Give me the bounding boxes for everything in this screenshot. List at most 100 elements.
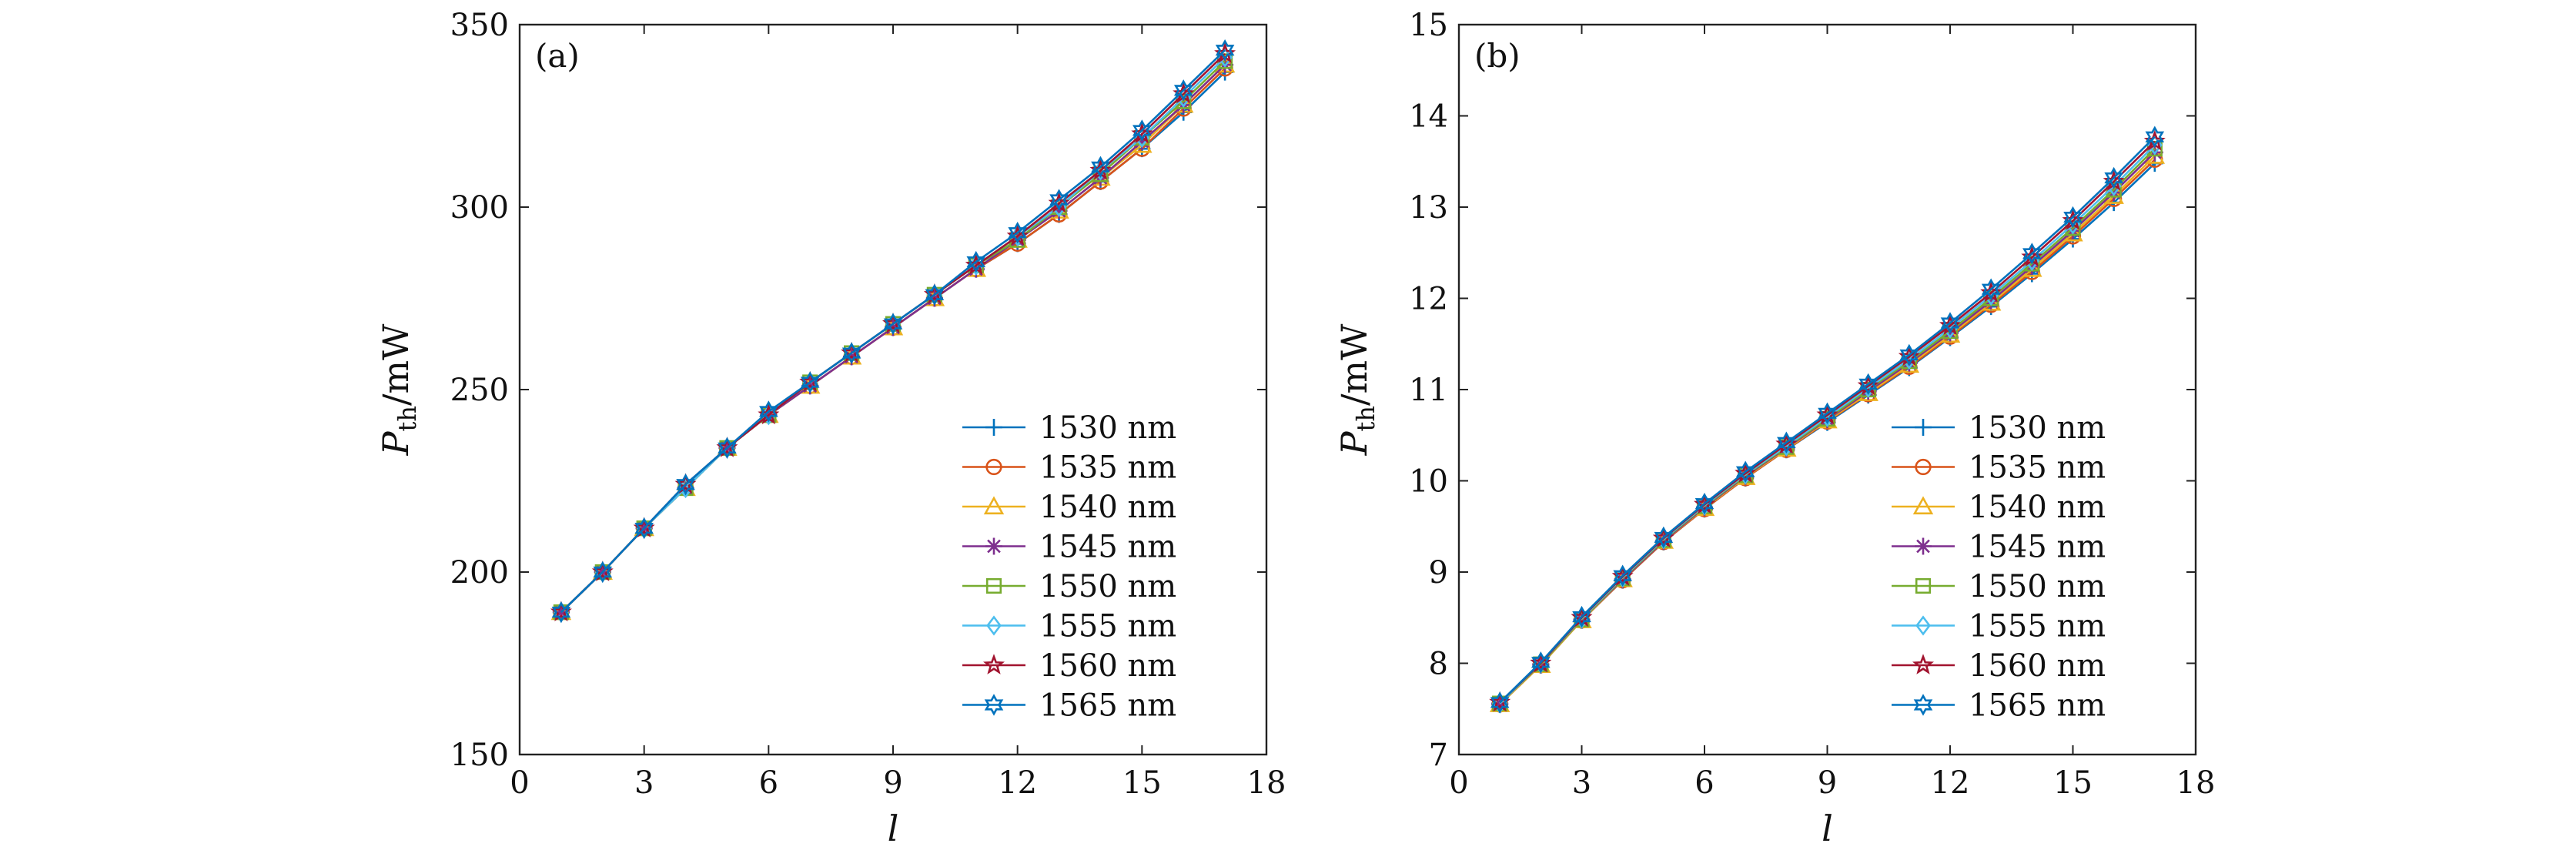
panel-label: (b) bbox=[1474, 37, 1521, 75]
data-point bbox=[634, 517, 654, 540]
y-tick-label: 9 bbox=[1429, 555, 1448, 591]
data-point bbox=[1531, 651, 1551, 674]
y-tick-label: 150 bbox=[450, 738, 509, 773]
y-tick-label: 300 bbox=[450, 190, 509, 226]
y-tick-label: 7 bbox=[1429, 738, 1448, 773]
x-tick-label: 6 bbox=[759, 765, 778, 801]
data-point bbox=[925, 283, 945, 306]
legend-label: 1535 nm bbox=[1039, 450, 1176, 486]
legend-item: 1560 nm bbox=[962, 648, 1176, 684]
data-point bbox=[1049, 189, 1069, 211]
x-tick-label: 12 bbox=[1931, 765, 1970, 801]
data-point bbox=[1981, 278, 2001, 300]
legend-item: 1535 nm bbox=[962, 450, 1176, 486]
y-tick-label: 14 bbox=[1409, 99, 1448, 135]
x-tick-label: 15 bbox=[1122, 765, 1162, 801]
legend-marker bbox=[1915, 577, 1932, 594]
x-tick-label: 0 bbox=[1449, 765, 1468, 801]
y-tick-label: 350 bbox=[450, 8, 509, 43]
legend-item: 1545 nm bbox=[1892, 530, 2106, 565]
legend-item: 1530 nm bbox=[1892, 410, 2106, 446]
x-tick-label: 6 bbox=[1694, 765, 1714, 801]
panel-label: (a) bbox=[535, 37, 580, 75]
legend-marker bbox=[985, 577, 1002, 594]
data-point bbox=[841, 342, 861, 364]
data-point bbox=[1613, 564, 1632, 587]
data-point bbox=[1132, 119, 1152, 142]
data-point bbox=[2104, 166, 2123, 189]
data-point bbox=[1050, 202, 1068, 219]
y-label-unit: /mW bbox=[1333, 323, 1375, 406]
data-point bbox=[1860, 377, 1876, 398]
y-label-sub: th bbox=[393, 406, 422, 431]
legend-marker bbox=[983, 654, 1005, 674]
data-point bbox=[1778, 436, 1795, 457]
series-1565-nm bbox=[1490, 125, 2165, 714]
data-point bbox=[1490, 691, 1510, 714]
data-point bbox=[1654, 526, 1674, 549]
legend-label: 1565 nm bbox=[1969, 688, 2106, 724]
legend-marker bbox=[1915, 419, 1932, 436]
legend: 1530 nm 1535 nm 1540 nm 1545 nm 1550 nm 1555 … bbox=[962, 410, 1176, 724]
chart-panel-b: 0 3 6 9 12 15 18 7 8 9 10 11 12 13 14 15 (b) l Pth/mW 1530 … bbox=[1333, 8, 2215, 849]
data-point bbox=[1572, 605, 1591, 628]
y-tick-label: 8 bbox=[1429, 647, 1448, 682]
legend-label: 1540 nm bbox=[1039, 490, 1176, 525]
data-point bbox=[1735, 460, 1755, 483]
data-point bbox=[2145, 125, 2165, 148]
x-tick-label: 0 bbox=[510, 765, 529, 801]
y-tick-label: 200 bbox=[450, 555, 509, 591]
legend-marker bbox=[1915, 537, 1932, 555]
legend-label: 1560 nm bbox=[1039, 648, 1176, 684]
series-line bbox=[560, 49, 1226, 614]
data-point bbox=[2022, 243, 2042, 265]
y-label-unit: /mW bbox=[375, 323, 417, 406]
data-point bbox=[593, 561, 613, 584]
chart-panel-a: 0 3 6 9 12 15 18 150 200 250 300 350 (a) l Pth/mW 1530 … bbox=[375, 8, 1286, 849]
data-point bbox=[966, 250, 986, 273]
data-point bbox=[1215, 38, 1235, 62]
legend-marker bbox=[985, 537, 1002, 555]
x-tick-label: 15 bbox=[2053, 765, 2093, 801]
legend-item: 1535 nm bbox=[1892, 450, 2106, 486]
legend-label: 1535 nm bbox=[1969, 450, 2106, 486]
y-tick-label: 11 bbox=[1409, 373, 1448, 408]
legend-label: 1530 nm bbox=[1969, 410, 2106, 446]
x-axis-label: l bbox=[888, 808, 899, 849]
data-point bbox=[2023, 258, 2041, 276]
y-axis-label-text: Pth/mW bbox=[1333, 323, 1380, 457]
legend-marker bbox=[1913, 694, 1933, 716]
legend-marker bbox=[983, 496, 1005, 515]
data-point bbox=[1694, 492, 1715, 515]
x-axis-label: l bbox=[1822, 808, 1833, 849]
y-axis-label: Pth/mW bbox=[1333, 323, 1380, 457]
plot-area bbox=[1459, 25, 2196, 755]
data-point bbox=[552, 604, 570, 621]
legend-item: 1555 nm bbox=[1892, 609, 2106, 644]
data-point bbox=[759, 400, 778, 423]
legend-marker bbox=[1912, 654, 1934, 674]
legend-item: 1530 nm bbox=[962, 410, 1176, 446]
legend-label: 1540 nm bbox=[1969, 490, 2106, 525]
axes-frame bbox=[1457, 23, 2197, 756]
data-point bbox=[1858, 373, 1878, 396]
legend-item: 1550 nm bbox=[1892, 569, 2106, 604]
y-tick-label: 10 bbox=[1409, 464, 1448, 500]
y-tick-label: 13 bbox=[1409, 190, 1448, 226]
data-point bbox=[1940, 312, 1960, 334]
series-line bbox=[1499, 136, 2156, 704]
legend-marker bbox=[985, 419, 1002, 436]
data-point bbox=[1133, 132, 1151, 150]
data-point bbox=[800, 371, 820, 393]
series-1565-nm bbox=[551, 38, 1235, 624]
x-tick-label: 9 bbox=[1818, 765, 1837, 801]
x-tick-label: 18 bbox=[1247, 765, 1286, 801]
data-point bbox=[1173, 79, 1193, 102]
legend-item: 1565 nm bbox=[1892, 688, 2106, 724]
legend-marker bbox=[985, 458, 1002, 476]
y-axis-label: Pth/mW bbox=[375, 323, 422, 457]
legend-item: 1545 nm bbox=[962, 530, 1176, 565]
data-point bbox=[1982, 293, 2000, 310]
